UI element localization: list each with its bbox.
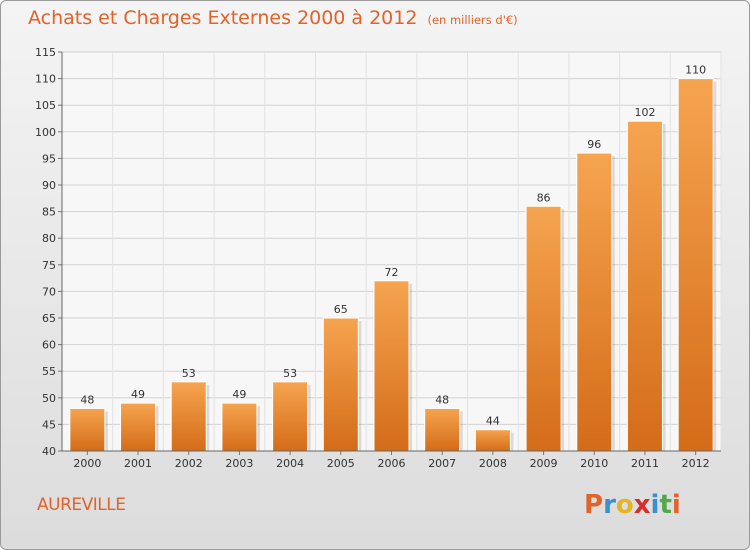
brand-letter: P [584,490,604,520]
chart-unit-note: (en milliers d'€) [427,13,518,27]
bar-value-label: 53 [182,367,196,380]
bar-value-label: 49 [232,388,246,401]
axes: 40 45 50 55 60 65 70 75 80 85 90 95 100 105 110 115 2000… [35,46,721,470]
y-tick-label: 100 [35,126,56,139]
bar-value-label: 96 [587,138,601,151]
x-tick-label: 2003 [225,457,253,470]
brand-letter: o [615,490,634,520]
bar [272,381,309,452]
brand-letter: t [659,490,672,520]
x-tick-label: 2008 [479,457,507,470]
x-tick-label: 2002 [175,457,203,470]
bar [120,402,157,452]
y-tick-label: 45 [42,418,56,431]
bar-value-label: 48 [435,393,449,406]
x-tick-label: 2009 [530,457,558,470]
bar-value-label: 48 [80,393,94,406]
y-tick-label: 90 [42,179,56,192]
bar [576,152,613,452]
y-tick-label: 50 [42,392,56,405]
bar [221,402,258,452]
x-tick-label: 2004 [276,457,304,470]
bar-value-label: 86 [537,191,551,204]
bars: 48 49 53 49 53 65 72 48 44 86 96 102 110 [69,64,717,452]
bar-value-label: 49 [131,388,145,401]
bar-value-label: 53 [283,367,297,380]
brand-letter: r [603,490,616,520]
bar [474,429,511,452]
x-tick-label: 2006 [378,457,406,470]
y-tick-label: 85 [42,206,56,219]
y-tick-label: 80 [42,232,56,245]
bar-value-label: 44 [486,415,500,428]
y-tick-label: 110 [35,73,56,86]
y-tick-label: 55 [42,365,56,378]
x-tick-label: 2001 [124,457,152,470]
bar [322,317,359,452]
y-tick-label: 115 [35,46,56,59]
bar [69,407,106,452]
brand-letter: i [650,490,660,520]
y-tick-label: 75 [42,259,56,272]
x-tick-label: 2007 [428,457,456,470]
bar [424,407,461,452]
bar-value-label: 102 [634,106,655,119]
location-label: AUREVILLE [37,495,126,515]
bar [525,205,562,452]
x-tick-label: 2010 [580,457,608,470]
chart-title-group: Achats et Charges Externes 2000 à 2012 (e… [28,7,518,29]
x-tick-label: 2005 [327,457,355,470]
y-tick-label: 95 [42,152,56,165]
y-tick-label: 70 [42,285,56,298]
y-tick-label: 105 [35,99,56,112]
bar [170,381,207,452]
brand-letter: x [633,490,651,520]
y-tick-label: 65 [42,312,56,325]
bar-value-label: 65 [334,303,348,316]
chart-title: Achats et Charges Externes 2000 à 2012 [28,7,418,29]
brand-letter: i [671,490,681,520]
bar [626,120,663,452]
bar [373,280,410,452]
proxiti-logo[interactable]: Proxiti [584,490,681,520]
y-tick-label: 40 [42,445,56,458]
bar [677,78,714,452]
x-tick-label: 2000 [73,457,101,470]
bar-value-label: 110 [685,64,706,77]
y-tick-label: 60 [42,339,56,352]
bar-value-label: 72 [385,266,399,279]
x-tick-label: 2012 [682,457,710,470]
x-tick-label: 2011 [631,457,659,470]
